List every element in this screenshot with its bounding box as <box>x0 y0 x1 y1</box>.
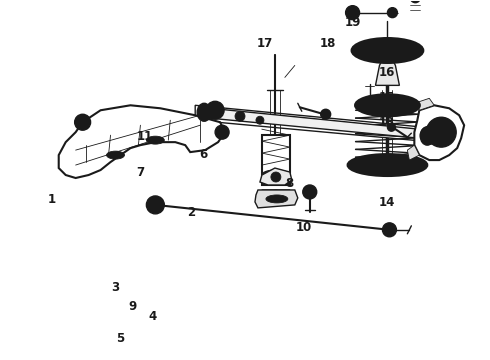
Circle shape <box>211 106 219 114</box>
Circle shape <box>219 129 225 135</box>
Circle shape <box>383 223 396 237</box>
Circle shape <box>420 126 438 144</box>
Polygon shape <box>262 135 290 185</box>
Text: 12: 12 <box>378 163 394 176</box>
Text: 15: 15 <box>378 91 395 104</box>
Circle shape <box>425 131 433 139</box>
Ellipse shape <box>362 41 414 59</box>
Circle shape <box>235 111 245 121</box>
Text: 19: 19 <box>344 16 361 29</box>
Circle shape <box>364 96 375 108</box>
Ellipse shape <box>266 195 288 203</box>
Polygon shape <box>200 107 429 139</box>
Ellipse shape <box>352 38 423 63</box>
Text: 11: 11 <box>137 130 153 144</box>
Circle shape <box>349 10 356 15</box>
Text: 13: 13 <box>378 116 394 129</box>
Circle shape <box>426 117 456 147</box>
Text: 16: 16 <box>378 66 395 79</box>
Ellipse shape <box>420 127 434 145</box>
Polygon shape <box>260 168 292 185</box>
Polygon shape <box>415 105 464 160</box>
Circle shape <box>433 124 449 140</box>
Text: 8: 8 <box>285 177 293 190</box>
Text: 3: 3 <box>112 281 120 294</box>
Text: 18: 18 <box>320 37 336 50</box>
Polygon shape <box>407 145 419 160</box>
Circle shape <box>321 109 331 119</box>
Circle shape <box>271 172 281 182</box>
Ellipse shape <box>262 170 290 180</box>
Circle shape <box>271 190 281 200</box>
Text: 4: 4 <box>148 310 156 323</box>
Polygon shape <box>59 105 225 178</box>
Text: 1: 1 <box>48 193 56 206</box>
Polygon shape <box>417 98 434 110</box>
Ellipse shape <box>197 103 211 121</box>
Circle shape <box>431 122 436 127</box>
Circle shape <box>382 45 393 57</box>
Circle shape <box>446 138 451 143</box>
Text: 6: 6 <box>199 148 208 161</box>
Polygon shape <box>195 105 434 142</box>
Circle shape <box>206 101 224 119</box>
Text: 17: 17 <box>256 37 272 50</box>
Text: 5: 5 <box>117 332 124 345</box>
Text: 9: 9 <box>128 300 137 313</box>
Circle shape <box>388 8 397 18</box>
Circle shape <box>410 0 420 3</box>
Polygon shape <box>255 190 298 208</box>
Circle shape <box>431 138 436 143</box>
Text: 7: 7 <box>136 166 144 179</box>
Circle shape <box>215 125 229 139</box>
Ellipse shape <box>355 94 420 116</box>
Text: 2: 2 <box>187 206 196 219</box>
Ellipse shape <box>364 97 412 113</box>
Text: 10: 10 <box>295 221 312 234</box>
Circle shape <box>307 189 313 195</box>
Circle shape <box>256 116 264 124</box>
Text: 14: 14 <box>378 196 395 209</box>
Circle shape <box>345 6 360 20</box>
Ellipse shape <box>147 136 164 144</box>
Circle shape <box>303 185 317 199</box>
Circle shape <box>147 196 164 214</box>
Ellipse shape <box>358 157 417 173</box>
Circle shape <box>446 122 451 127</box>
Circle shape <box>423 132 431 140</box>
Polygon shape <box>262 190 290 200</box>
Circle shape <box>200 108 208 116</box>
Polygon shape <box>375 58 399 85</box>
Circle shape <box>78 118 87 126</box>
Ellipse shape <box>347 154 427 176</box>
Circle shape <box>151 201 159 209</box>
Circle shape <box>388 123 395 131</box>
Ellipse shape <box>106 151 124 159</box>
Circle shape <box>74 114 91 130</box>
